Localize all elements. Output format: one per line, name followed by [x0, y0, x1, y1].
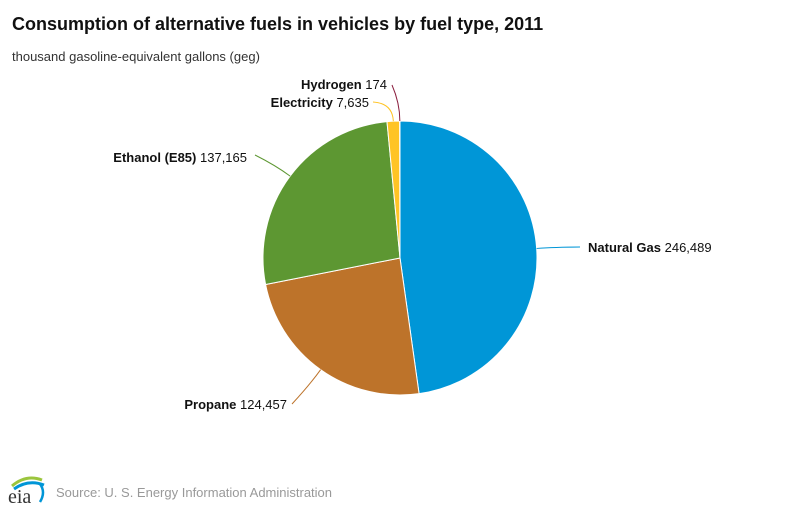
label-ethanol: Ethanol (E85) 137,165 — [113, 150, 247, 165]
pie-slice-ethanol-e85 — [263, 122, 400, 285]
source-note: Source: U. S. Energy Information Adminis… — [56, 485, 332, 500]
leader-line — [392, 85, 400, 121]
pie-slice-natural-gas — [400, 121, 537, 394]
leader-line — [537, 247, 580, 248]
eia-logo: eia — [6, 472, 50, 511]
label-natural-gas: Natural Gas 246,489 — [588, 240, 712, 255]
label-electricity: Electricity 7,635 — [271, 95, 369, 110]
svg-text:eia: eia — [8, 486, 31, 506]
label-hydrogen: Hydrogen 174 — [301, 77, 387, 92]
leader-line — [373, 102, 393, 121]
label-propane: Propane 124,457 — [184, 397, 287, 412]
leader-line — [255, 155, 290, 176]
leader-line — [292, 370, 321, 404]
